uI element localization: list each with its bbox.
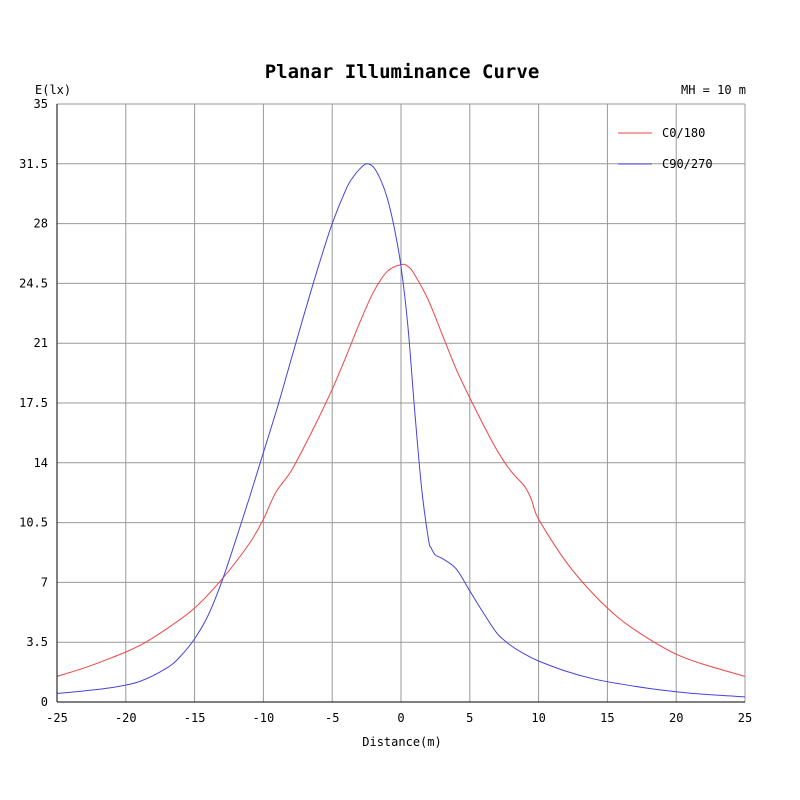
x-tick-label: 5: [466, 711, 473, 725]
x-tick-label: 10: [531, 711, 545, 725]
y-tick-label: 3.5: [26, 635, 48, 649]
axis-layer: -25 -20 -15 -10 -5 0 5 10 15 20 25 0 3.5 7 10.5 14 17.5 2…: [19, 97, 752, 725]
series-line-c90-270: [56, 163, 746, 698]
x-tick-label: -5: [325, 711, 339, 725]
y-tick-label: 10.5: [19, 516, 48, 530]
x-tick-label: 0: [397, 711, 404, 725]
series-layer: [56, 163, 746, 698]
legend: C0/180 C90/270: [618, 126, 713, 171]
y-tick-label: 14: [34, 456, 48, 470]
y-tick-label: 17.5: [19, 396, 48, 410]
x-tick-label: 20: [669, 711, 683, 725]
x-tick-label: -15: [184, 711, 206, 725]
mounting-height-annotation: MH = 10 m: [681, 83, 746, 97]
grid: [56, 103, 746, 703]
x-tick-label: 25: [738, 711, 752, 725]
text-layer: Planar Illuminance Curve E(lx) MH = 10 m…: [35, 61, 746, 749]
x-tick-label: -20: [115, 711, 137, 725]
chart-title: Planar Illuminance Curve: [265, 61, 540, 83]
y-axis-label: E(lx): [35, 83, 71, 97]
y-tick-label: 7: [41, 575, 48, 589]
y-tick-label: 35: [34, 97, 48, 111]
x-axis-label: Distance(m): [362, 735, 441, 749]
y-tick-label: 24.5: [19, 276, 48, 290]
y-tick-label: 31.5: [19, 157, 48, 171]
y-tick-label: 28: [34, 217, 48, 231]
y-tick-label: 0: [41, 695, 48, 709]
x-tick-label: 15: [600, 711, 614, 725]
x-tick-label: -25: [46, 711, 68, 725]
y-tick-label: 21: [34, 336, 48, 350]
legend-label-c90-270: C90/270: [662, 157, 713, 171]
legend-label-c0-180: C0/180: [662, 126, 705, 140]
x-tick-label: -10: [253, 711, 275, 725]
